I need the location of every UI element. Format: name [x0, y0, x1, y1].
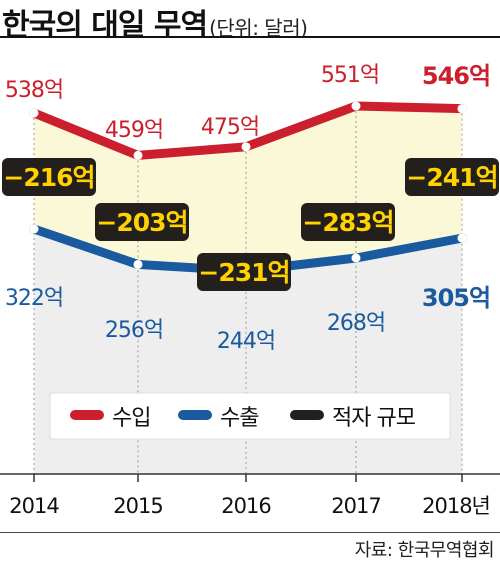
import-point-2014	[29, 108, 39, 118]
deficit-box-2016	[197, 253, 291, 291]
legend-swatch-1	[70, 410, 104, 420]
x-tick-label-2018년: 2018년	[422, 494, 490, 518]
legend-label-2: 수출	[220, 406, 259, 431]
source-note: 자료: 한국무역협회	[354, 540, 495, 561]
export-value-label-2016: 244억	[217, 329, 275, 354]
export-value-label-2017: 268억	[327, 311, 385, 336]
deficit-box-2014	[2, 158, 96, 196]
export-value-label-2018년: 305억	[422, 284, 490, 312]
deficit-value-label-2015: −203억	[96, 208, 187, 237]
x-tick-label-2015: 2015	[113, 494, 162, 518]
deficit-value-label-2017: −283억	[302, 208, 393, 237]
deficit-box-2017	[301, 203, 395, 241]
export-point-2018년	[457, 233, 467, 243]
export-point-2017	[351, 253, 361, 263]
legend-swatch-2	[178, 410, 212, 420]
import-point-2017	[351, 101, 361, 111]
x-tick-label-2017: 2017	[331, 494, 380, 518]
import-value-label-2014: 538억	[5, 78, 63, 103]
deficit-value-label-2016: −231억	[198, 258, 289, 287]
title-divider	[0, 36, 500, 38]
deficit-value-label-2018년: −241억	[406, 163, 497, 192]
deficit-value-label-2014: −216억	[3, 163, 94, 192]
legend-label-1: 수입	[112, 406, 150, 431]
export-value-label-2015: 256억	[105, 318, 163, 343]
import-point-2016	[241, 142, 251, 152]
export-value-label-2014: 322억	[5, 286, 63, 311]
import-point-2015	[133, 150, 143, 160]
deficit-box-2018년	[405, 158, 499, 196]
export-point-2014	[29, 224, 39, 234]
deficit-box-2015	[95, 203, 189, 241]
x-tick-label-2014: 2014	[9, 494, 59, 518]
import-value-label-2016: 475억	[201, 115, 259, 140]
export-point-2015	[133, 259, 143, 269]
legend-label-3: 적자 규모	[332, 406, 416, 431]
import-value-label-2018년: 546억	[422, 62, 490, 90]
import-value-label-2017: 551억	[321, 63, 379, 88]
import-point-2018년	[457, 104, 467, 114]
legend-swatch-3	[290, 410, 324, 420]
x-tick-label-2016: 2016	[221, 494, 271, 518]
import-value-label-2015: 459억	[105, 118, 163, 143]
bottom-divider	[0, 532, 500, 533]
legend-box	[49, 392, 451, 440]
